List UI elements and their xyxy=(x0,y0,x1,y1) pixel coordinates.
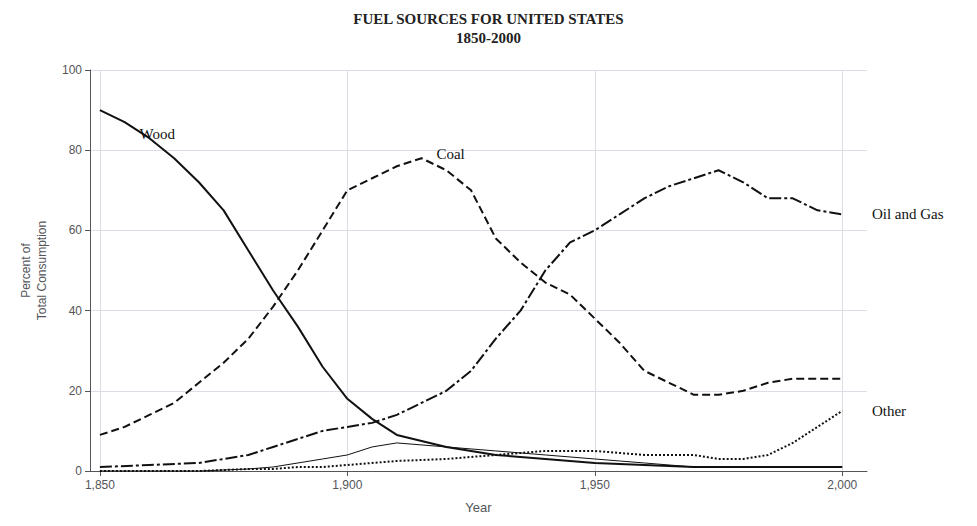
svg-text:20: 20 xyxy=(69,384,83,398)
svg-text:Percent of: Percent of xyxy=(19,242,33,297)
svg-text:1,950: 1,950 xyxy=(580,478,610,492)
svg-text:Total Consumption: Total Consumption xyxy=(35,221,49,320)
svg-text:1,850: 1,850 xyxy=(85,478,115,492)
svg-text:40: 40 xyxy=(69,304,83,318)
svg-text:Other: Other xyxy=(872,403,906,419)
svg-text:100: 100 xyxy=(62,63,82,77)
svg-text:Oil and Gas: Oil and Gas xyxy=(872,206,944,222)
svg-text:0: 0 xyxy=(75,464,82,478)
svg-text:1,900: 1,900 xyxy=(332,478,362,492)
svg-text:Coal: Coal xyxy=(436,146,464,162)
svg-text:FUEL SOURCES FOR UNITED STATES: FUEL SOURCES FOR UNITED STATES xyxy=(353,11,623,27)
svg-text:1850-2000: 1850-2000 xyxy=(456,30,521,46)
svg-text:Year: Year xyxy=(465,500,492,515)
svg-text:60: 60 xyxy=(69,223,83,237)
svg-text:2,000: 2,000 xyxy=(827,478,857,492)
svg-text:Wood: Wood xyxy=(139,126,175,142)
svg-text:80: 80 xyxy=(69,143,83,157)
